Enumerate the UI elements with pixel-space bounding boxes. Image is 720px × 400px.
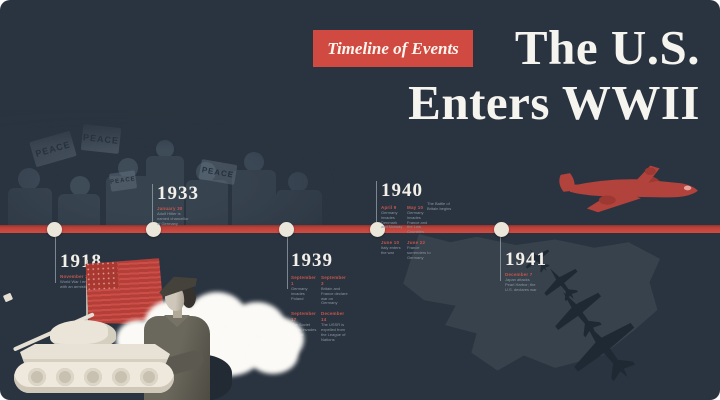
timeline-dot-1941 bbox=[494, 222, 509, 237]
event-year: 1933 bbox=[157, 183, 199, 204]
red-bomber-plane-icon bbox=[550, 160, 702, 216]
event-caption: Germany invades Poland bbox=[291, 286, 308, 301]
event-caption: Japan attacks Pearl Harbor; the U.S. dec… bbox=[505, 277, 537, 292]
event-date: September 1 bbox=[291, 275, 317, 286]
figure-neck bbox=[173, 308, 182, 318]
connector-1918 bbox=[55, 237, 56, 283]
event-entry: June 22 France surrenders to Germany bbox=[407, 240, 431, 260]
tank-hull bbox=[20, 344, 170, 364]
american-flag bbox=[84, 256, 168, 342]
event-entry: September 1 Germany invades Poland bbox=[291, 275, 317, 306]
event-date: September 17 bbox=[291, 311, 317, 323]
tank-wheel bbox=[140, 368, 158, 386]
event-entry: May 10 Germany invades France and the Lo… bbox=[407, 205, 431, 235]
event-date: December 7 bbox=[505, 272, 533, 277]
connector-1939 bbox=[287, 237, 288, 289]
event-date: September 3 bbox=[321, 275, 347, 286]
timeline-dot-1918 bbox=[47, 222, 62, 237]
timeline-event-1933: 1933 January 30 Adolf Hitler is named ch… bbox=[157, 184, 199, 226]
timeline-event-1939: 1939 September 1 Germany invades Poland … bbox=[291, 251, 348, 342]
flag-pole bbox=[86, 260, 88, 340]
event-caption: The USSR is expelled from the League of … bbox=[321, 322, 346, 342]
tank-wheel bbox=[56, 368, 74, 386]
figure-hair bbox=[182, 286, 196, 308]
bomber-silhouette-icon bbox=[540, 274, 621, 355]
event-grid: September 1 Germany invades Poland Septe… bbox=[291, 273, 348, 342]
event-date: December 14 bbox=[321, 311, 345, 323]
event-date: April 9 bbox=[381, 205, 397, 210]
event-year: 1939 bbox=[291, 250, 333, 271]
bomber-silhouette-icon bbox=[534, 256, 593, 315]
tank-muzzle bbox=[2, 292, 14, 303]
badge-label: Timeline of Events bbox=[327, 38, 459, 58]
title-line-2: Enters WWII bbox=[408, 75, 700, 130]
event-entry: December 7 Japan attacks Pearl Harbor; t… bbox=[505, 272, 547, 292]
timeline-event-1941: 1941 December 7 Japan attacks Pearl Harb… bbox=[505, 250, 547, 292]
event-grid: April 9 Germany invades Denmark and Norw… bbox=[381, 203, 431, 260]
crowd-fade-overlay bbox=[0, 110, 335, 232]
event-entry: April 9 Germany invades Denmark and Norw… bbox=[381, 205, 403, 235]
timeline-dot-1940 bbox=[370, 222, 385, 237]
event-entry: November 11 World War I ends with an arm… bbox=[60, 274, 102, 290]
timeline-line bbox=[0, 225, 720, 233]
event-caption: Germany invades France and the Low Count… bbox=[407, 210, 428, 235]
event-date: November 11 bbox=[60, 274, 91, 279]
timeline-dot-1933 bbox=[146, 222, 161, 237]
tank-turret bbox=[50, 320, 116, 348]
event-note: The Battle of Britain begins bbox=[427, 201, 452, 211]
flag-star-field bbox=[85, 260, 118, 290]
connector-1941 bbox=[500, 237, 501, 281]
timeline-of-events-badge: Timeline of Events bbox=[313, 30, 473, 67]
event-date: June 22 bbox=[407, 239, 426, 245]
event-date: January 30 bbox=[157, 206, 183, 211]
title-line-1: The U.S. bbox=[514, 20, 700, 75]
tank bbox=[2, 288, 188, 400]
tank-wheel bbox=[84, 368, 102, 386]
event-caption: Britain and France declare war on German… bbox=[321, 286, 348, 306]
event-caption: Italy enters the war bbox=[381, 244, 401, 255]
event-caption: Adolf Hitler is named chancellor of Germ… bbox=[157, 211, 189, 226]
connector-1933 bbox=[152, 184, 153, 222]
event-date: May 10 bbox=[407, 205, 424, 210]
event-year: 1941 bbox=[505, 249, 547, 270]
event-date: June 10 bbox=[381, 239, 400, 245]
tank-wheel bbox=[28, 368, 46, 386]
timeline-dot-1939 bbox=[279, 222, 294, 237]
tank-wheel bbox=[112, 368, 130, 386]
event-entry: January 30 Adolf Hitler is named chancel… bbox=[157, 206, 199, 226]
event-caption: France surrenders to Germany bbox=[407, 244, 431, 260]
crowd-peace-photo: PEACE PEACE PEACE PEACE bbox=[0, 110, 335, 232]
timeline-event-1940: 1940 April 9 Germany invades Denmark and… bbox=[381, 180, 451, 260]
event-caption: World War I ends with an armistice bbox=[60, 279, 91, 289]
event-year: 1940 bbox=[381, 180, 423, 201]
event-entry: September 3 Britain and France declare w… bbox=[321, 275, 348, 306]
event-caption: Germany invades Denmark and Norway bbox=[381, 210, 403, 230]
page-title: The U.S. Enters WWII bbox=[408, 20, 700, 130]
bomber-silhouette-icon bbox=[518, 240, 560, 282]
cloud-puff bbox=[248, 336, 298, 374]
bomber-silhouette-icon bbox=[555, 299, 662, 400]
event-entry: December 14 The USSR is expelled from th… bbox=[321, 311, 348, 342]
event-entry: June 10 Italy enters the war bbox=[381, 240, 403, 260]
connector-1940 bbox=[376, 181, 377, 222]
